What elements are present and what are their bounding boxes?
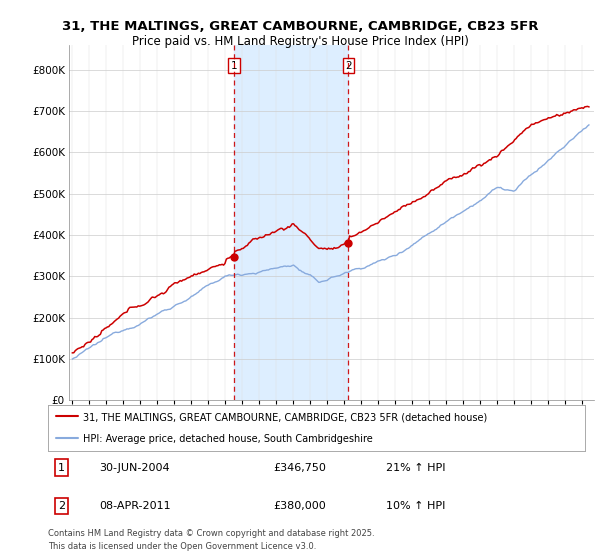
Text: 31, THE MALTINGS, GREAT CAMBOURNE, CAMBRIDGE, CB23 5FR (detached house): 31, THE MALTINGS, GREAT CAMBOURNE, CAMBR… [83,412,487,422]
Text: £380,000: £380,000 [274,501,326,511]
Text: 08-APR-2011: 08-APR-2011 [99,501,170,511]
Text: 30-JUN-2004: 30-JUN-2004 [99,463,170,473]
Text: Price paid vs. HM Land Registry's House Price Index (HPI): Price paid vs. HM Land Registry's House … [131,35,469,48]
Text: £346,750: £346,750 [274,463,326,473]
Bar [234,45,349,400]
Text: 2: 2 [345,61,352,71]
Text: 1: 1 [58,463,65,473]
Text: 2: 2 [58,501,65,511]
Text: HPI: Average price, detached house, South Cambridgeshire: HPI: Average price, detached house, Sout… [83,435,373,444]
Text: 31, THE MALTINGS, GREAT CAMBOURNE, CAMBRIDGE, CB23 5FR: 31, THE MALTINGS, GREAT CAMBOURNE, CAMBR… [62,20,538,32]
Text: 21% ↑ HPI: 21% ↑ HPI [386,463,446,473]
Text: 10% ↑ HPI: 10% ↑ HPI [386,501,446,511]
Text: 1: 1 [230,61,237,71]
Text: Contains HM Land Registry data © Crown copyright and database right 2025.
This d: Contains HM Land Registry data © Crown c… [48,529,374,550]
